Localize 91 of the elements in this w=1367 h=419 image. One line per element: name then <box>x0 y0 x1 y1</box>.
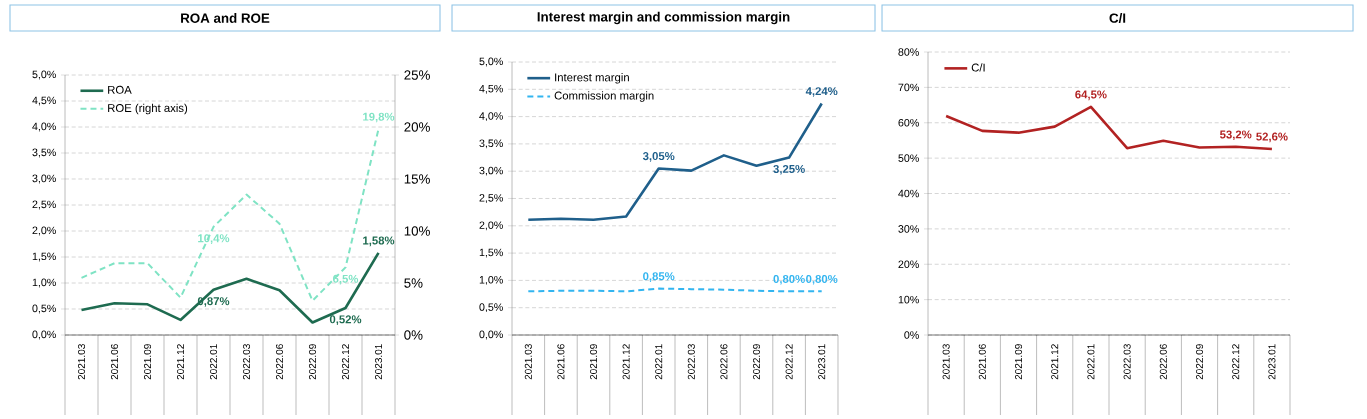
y2-tick-label: 15% <box>404 174 430 184</box>
x-tick-label: 2021.12 <box>1051 344 1059 380</box>
x-tick-label: 2023.01 <box>1268 344 1276 380</box>
chart-title: C/I <box>1109 13 1126 23</box>
x-tick-label: 2023.01 <box>818 344 826 380</box>
y-tick-label: 5,0% <box>32 70 56 80</box>
x-tick-label: 2022.12 <box>341 344 350 380</box>
y-tick-label: 80% <box>898 48 919 56</box>
legend-label: C/I <box>971 63 985 72</box>
chart-title: ROA and ROE <box>181 13 270 23</box>
x-tick-label: 2022.06 <box>275 344 284 380</box>
data-label: 64,5% <box>1075 90 1107 101</box>
data-label: 0,85% <box>643 272 675 282</box>
x-tick-label: 2021.06 <box>557 344 565 380</box>
x-tick-label: 2021.06 <box>110 344 119 380</box>
legend-label: ROE (right axis) <box>108 103 188 115</box>
x-tick-label: 2021.12 <box>176 344 185 380</box>
y-tick-label: 2,5% <box>32 200 56 210</box>
x-tick-label: 2021.12 <box>622 344 630 380</box>
x-tick-label: 2021.03 <box>942 344 950 380</box>
y2-tick-label: 0% <box>404 330 423 340</box>
x-tick-label: 2021.06 <box>978 344 986 380</box>
y-tick-label: 3,0% <box>479 166 503 176</box>
x-tick-label: 2022.06 <box>1159 344 1167 380</box>
y-tick-label: 1,0% <box>479 276 503 285</box>
y-tick-label: 3,5% <box>479 139 503 149</box>
x-tick-label: 2022.09 <box>308 344 317 380</box>
y2-tick-label: 10% <box>404 226 430 236</box>
y-tick-label: 1,5% <box>479 248 503 258</box>
x-tick-label: 2022.03 <box>1123 344 1131 380</box>
y-tick-label: 0,5% <box>32 304 56 314</box>
x-tick-label: 2022.01 <box>655 344 663 380</box>
y-tick-label: 1,0% <box>32 278 56 288</box>
x-tick-label: 2021.03 <box>524 344 532 380</box>
y-tick-label: 70% <box>898 83 919 92</box>
x-tick-label: 2022.01 <box>209 344 218 380</box>
y-tick-label: 10% <box>898 295 919 304</box>
line-series <box>527 102 823 222</box>
data-label: 0,80% <box>773 274 805 285</box>
y-tick-label: 20% <box>898 260 919 269</box>
data-label: 52,6% <box>1256 132 1288 143</box>
y-tick-label: 50% <box>898 154 919 162</box>
y-tick-label: 1,5% <box>32 252 56 262</box>
data-label: 0,52% <box>329 315 362 326</box>
data-label: 1,58% <box>363 236 395 247</box>
y-tick-label: 3,5% <box>32 148 56 158</box>
y-tick-label: 4,5% <box>32 96 56 106</box>
y-tick-label: 0,0% <box>479 330 503 340</box>
y-tick-label: 2,5% <box>479 194 503 203</box>
y-tick-label: 4,0% <box>32 122 56 132</box>
y-tick-label: 0% <box>904 331 919 339</box>
x-tick-label: 2022.12 <box>1232 344 1240 380</box>
x-tick-label: 2022.06 <box>720 344 728 380</box>
x-tick-label: 2021.09 <box>1014 344 1023 380</box>
y2-tick-label: 25% <box>404 70 430 80</box>
y-tick-label: 4,5% <box>479 84 503 94</box>
y-tick-label: 30% <box>898 225 919 233</box>
data-label: 0,80% <box>806 274 838 285</box>
y-tick-label: 0,5% <box>479 303 503 313</box>
y2-tick-label: 5% <box>404 278 423 288</box>
x-tick-label: 2021.09 <box>143 344 152 380</box>
legend-label: ROA <box>108 85 132 94</box>
y-tick-label: 4,0% <box>479 112 503 121</box>
x-tick-label: 2022.09 <box>1195 344 1204 380</box>
data-label: 4,24% <box>805 87 838 97</box>
x-tick-label: 2022.09 <box>752 344 761 380</box>
data-label: 6,5% <box>333 274 359 285</box>
x-tick-label: 2023.01 <box>374 344 383 380</box>
data-label: 19,8% <box>363 112 395 123</box>
data-label: 53,2% <box>1220 130 1252 141</box>
x-tick-label: 2021.03 <box>77 344 86 380</box>
x-tick-label: 2022.01 <box>1087 344 1095 380</box>
x-tick-label: 2022.03 <box>687 344 695 380</box>
chart-title: Interest margin and commission margin <box>537 11 790 25</box>
x-tick-label: 2022.12 <box>785 344 793 380</box>
line-series <box>80 251 380 324</box>
data-label: 3,25% <box>773 164 805 175</box>
data-label: 10,4% <box>198 234 230 244</box>
data-label: 3,05% <box>642 152 675 162</box>
y-tick-label: 2,0% <box>32 226 56 236</box>
y-tick-label: 40% <box>898 189 919 198</box>
y-tick-label: 5,0% <box>479 57 503 67</box>
y-tick-label: 2,0% <box>479 221 503 231</box>
x-tick-label: 2021.09 <box>589 344 598 380</box>
x-tick-label: 2022.03 <box>242 344 251 380</box>
legend-label: Interest margin <box>555 73 629 84</box>
y-tick-label: 3,0% <box>32 174 56 184</box>
y2-tick-label: 20% <box>404 122 430 132</box>
y-tick-label: 0,0% <box>32 330 56 340</box>
legend-label: Commission margin <box>554 91 654 102</box>
y-tick-label: 60% <box>898 118 919 127</box>
